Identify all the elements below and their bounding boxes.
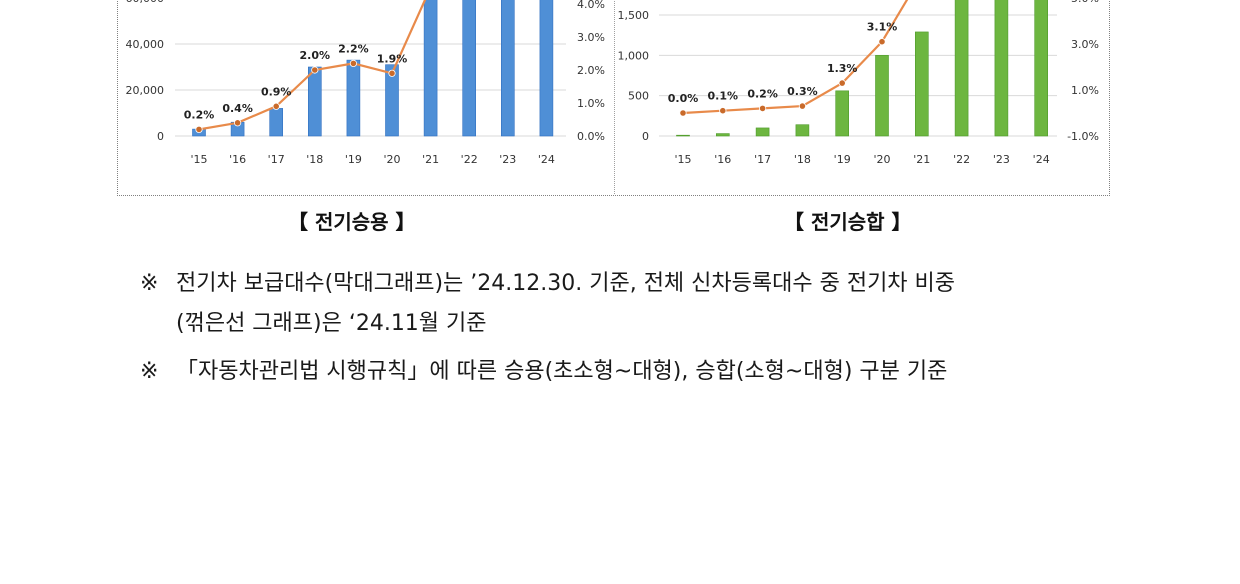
share-point [349, 59, 357, 68]
bar [385, 64, 399, 137]
category-label: '21 [913, 153, 930, 166]
footnote-classification-text: 「자동차관리법 시행규칙」에 따른 승용(초소형~대형), 승합(소형~대형) … [176, 359, 948, 384]
right-axis-tick-label: 2.0% [577, 64, 605, 77]
bar [954, 0, 969, 137]
right-axis-tick-label: 3.0% [1071, 38, 1099, 51]
bar [716, 133, 730, 137]
category-label: '16 [714, 153, 731, 166]
bar [462, 0, 477, 137]
bar [676, 134, 690, 137]
share-point [759, 104, 767, 113]
share-point [311, 66, 319, 74]
share-point [272, 102, 280, 110]
category-label: '24 [1033, 153, 1050, 166]
share-data-label: 0.2% [184, 108, 215, 121]
bar [308, 66, 322, 137]
category-label: '21 [422, 153, 439, 166]
footnote-line-2: (꺾은선 그래프)은 ‘24.11월 기준 [176, 311, 487, 336]
right-axis-tick-label: 5.0% [1071, 0, 1099, 5]
bar [1034, 0, 1049, 137]
bar [269, 108, 283, 137]
share-data-label: 3.1% [867, 21, 898, 34]
right-axis-tick-label: 4.0% [577, 0, 605, 11]
share-data-label: 1.3% [827, 62, 858, 75]
category-label: '16 [229, 153, 246, 166]
footnote-classification: ※ 「자동차관리법 시행규칙」에 따른 승용(초소형~대형), 승합(소형~대형)… [140, 352, 1125, 392]
bar [914, 31, 929, 137]
left-axis-tick-label: 60,000 [126, 0, 165, 5]
left-axis-tick-label: 1,500 [618, 9, 650, 22]
share-data-label: 0.9% [261, 85, 292, 98]
share-data-label: 0.0% [668, 92, 699, 105]
share-line [682, 0, 909, 115]
share-data-label: 0.4% [222, 102, 253, 115]
category-label: '15 [674, 153, 691, 166]
category-label: '19 [834, 153, 851, 166]
share-point [878, 38, 886, 46]
bar [835, 90, 849, 137]
left-axis-tick-label: 0 [642, 130, 649, 143]
share-data-label: 0.2% [747, 87, 778, 100]
bar [994, 0, 1009, 137]
category-label: '20 [873, 153, 890, 166]
commercial-chart-caption: 【 전기승합 】 [784, 210, 912, 234]
category-label: '24 [538, 153, 555, 166]
bar [423, 0, 438, 137]
category-label: '19 [345, 153, 362, 166]
right-axis-tick-label: 1.0% [1071, 84, 1099, 97]
share-point [234, 119, 242, 127]
share-point [719, 107, 727, 115]
share-point [679, 109, 687, 117]
charts-frame [117, 0, 1110, 196]
category-label: '15 [190, 153, 207, 166]
share-point [838, 79, 846, 87]
right-axis-tick-label: 1.0% [577, 97, 605, 110]
category-label: '23 [499, 153, 516, 166]
share-data-label: 2.2% [338, 42, 369, 55]
reference-mark: ※ [140, 359, 159, 384]
category-label: '17 [754, 153, 771, 166]
share-point [388, 69, 396, 77]
reference-mark: ※ [140, 271, 159, 296]
share-data-label: 2.0% [300, 49, 331, 62]
category-label: '17 [268, 153, 285, 166]
commercial-ev-chart: 0 500 1,000 1,500 -1.0% 1.0% 3.0% 5.0% '15 '16 '17… [618, 0, 1099, 166]
share-point [798, 102, 806, 110]
share-data-label: 0.1% [708, 90, 739, 103]
category-label: '22 [953, 153, 970, 166]
bar [346, 59, 361, 137]
right-axis-tick-label: -1.0% [1067, 130, 1099, 143]
share-data-label: 0.3% [787, 85, 818, 98]
passenger-ev-chart: 0 20,000 40,000 60,000 0.0% 1.0% 2.0% 3.0% 4.0% '… [126, 0, 605, 166]
left-axis-tick-label: 20,000 [126, 84, 165, 97]
footnote-line-1: 전기차 보급대수(막대그래프)는 ’24.12.30. 기준, 전체 신차등록대… [176, 271, 956, 296]
bar [875, 55, 889, 137]
share-line [198, 0, 427, 131]
charts-divider [614, 0, 615, 194]
bar [755, 127, 770, 137]
category-label: '23 [993, 153, 1010, 166]
category-label: '18 [794, 153, 811, 166]
footnote-ev-supply: ※ 전기차 보급대수(막대그래프)는 ’24.12.30. 기준, 전체 신차등록… [140, 264, 1125, 344]
category-label: '20 [383, 153, 400, 166]
category-label: '22 [461, 153, 478, 166]
right-axis-tick-label: 3.0% [577, 31, 605, 44]
left-axis-tick-label: 1,000 [618, 49, 650, 62]
passenger-chart-caption: 【 전기승용 】 [288, 210, 416, 234]
share-data-label: 1.9% [377, 52, 408, 65]
bar [795, 124, 810, 137]
left-axis-tick-label: 0 [157, 130, 164, 143]
left-axis-tick-label: 40,000 [126, 38, 165, 51]
left-axis-tick-label: 500 [628, 90, 649, 103]
bar [500, 0, 515, 137]
share-point [195, 125, 203, 133]
right-axis-tick-label: 0.0% [577, 130, 605, 143]
bar [539, 0, 554, 137]
category-label: '18 [306, 153, 323, 166]
